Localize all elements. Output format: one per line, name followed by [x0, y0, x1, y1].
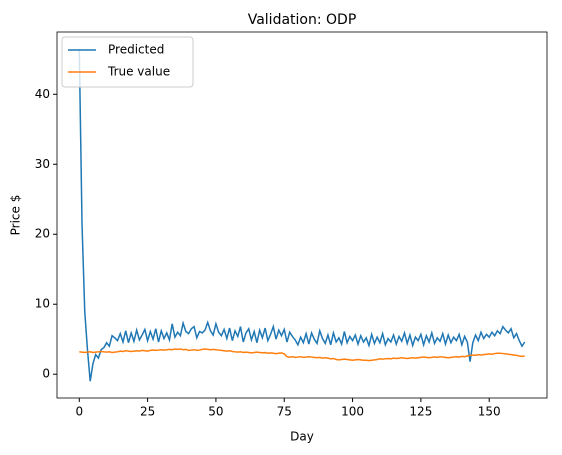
- y-tick-label: 40: [35, 87, 50, 101]
- y-tick-label: 10: [35, 297, 50, 311]
- legend-label: Predicted: [108, 43, 164, 57]
- y-tick-label: 30: [35, 157, 50, 171]
- y-tick-label: 20: [35, 227, 50, 241]
- x-tick-label: 0: [75, 405, 83, 419]
- x-tick-label: 25: [140, 405, 155, 419]
- series-line: [79, 348, 525, 362]
- x-tick-label: 75: [277, 405, 292, 419]
- y-tick-label: 0: [42, 367, 50, 381]
- plot-frame: [56, 31, 548, 399]
- x-tick-label: 125: [409, 405, 432, 419]
- x-axis-label: Day: [290, 430, 314, 444]
- series-line: [78, 48, 526, 382]
- y-axis-label: Price $: [9, 195, 23, 236]
- chart-title: Validation: ODP: [248, 12, 357, 28]
- x-tick-label: 50: [208, 405, 223, 419]
- legend-label: True value: [107, 65, 170, 79]
- x-tick-label: 150: [478, 405, 501, 419]
- x-tick-label: 100: [341, 405, 364, 419]
